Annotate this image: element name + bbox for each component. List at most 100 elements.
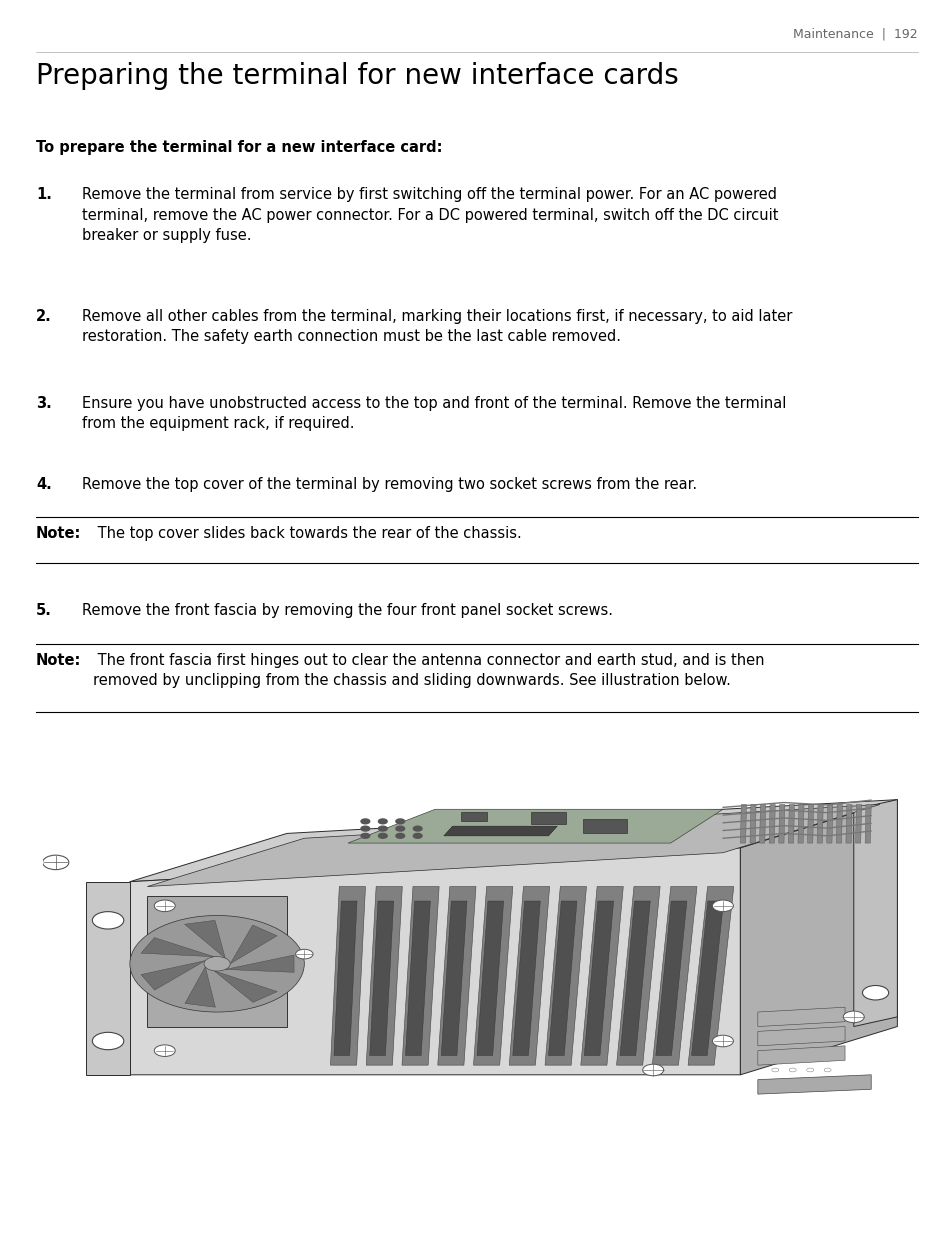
Polygon shape xyxy=(759,804,766,843)
Polygon shape xyxy=(402,886,439,1065)
Text: Remove all other cables from the terminal, marking their locations first, if nec: Remove all other cables from the termina… xyxy=(82,309,792,345)
Circle shape xyxy=(361,819,370,824)
Text: Note:: Note: xyxy=(36,653,82,668)
Polygon shape xyxy=(866,804,871,843)
Polygon shape xyxy=(230,925,277,964)
Polygon shape xyxy=(477,901,503,1056)
Polygon shape xyxy=(846,804,852,843)
Polygon shape xyxy=(549,901,577,1056)
Circle shape xyxy=(155,1045,175,1056)
Polygon shape xyxy=(688,886,734,1065)
Polygon shape xyxy=(757,1075,871,1095)
Polygon shape xyxy=(691,901,723,1056)
Text: The top cover slides back towards the rear of the chassis.: The top cover slides back towards the re… xyxy=(93,526,521,541)
Circle shape xyxy=(807,1069,813,1072)
Circle shape xyxy=(824,1069,831,1072)
Text: The front fascia first hinges out to clear the antenna connector and earth stud,: The front fascia first hinges out to cle… xyxy=(93,653,764,689)
Text: Ensure you have unobstructed access to the top and front of the terminal. Remove: Ensure you have unobstructed access to t… xyxy=(82,396,786,432)
Circle shape xyxy=(361,834,370,838)
Polygon shape xyxy=(509,886,550,1065)
Text: To prepare the terminal for a new interface card:: To prepare the terminal for a new interf… xyxy=(36,140,443,155)
Polygon shape xyxy=(441,901,467,1056)
Circle shape xyxy=(413,827,422,831)
Polygon shape xyxy=(652,886,697,1065)
Circle shape xyxy=(43,855,69,870)
Polygon shape xyxy=(620,901,650,1056)
Circle shape xyxy=(378,834,387,838)
Polygon shape xyxy=(147,896,287,1026)
Polygon shape xyxy=(141,938,214,957)
Text: Preparing the terminal for new interface cards: Preparing the terminal for new interface… xyxy=(36,62,679,91)
Polygon shape xyxy=(334,901,357,1056)
Polygon shape xyxy=(226,956,294,972)
Polygon shape xyxy=(778,804,785,843)
Text: Remove the top cover of the terminal by removing two socket screws from the rear: Remove the top cover of the terminal by … xyxy=(82,477,697,491)
Polygon shape xyxy=(836,804,843,843)
Polygon shape xyxy=(769,804,775,843)
Polygon shape xyxy=(656,901,687,1056)
Text: Note:: Note: xyxy=(36,526,82,541)
Circle shape xyxy=(396,827,405,831)
Polygon shape xyxy=(854,799,898,1026)
Polygon shape xyxy=(473,886,513,1065)
Polygon shape xyxy=(185,967,215,1008)
Polygon shape xyxy=(789,804,794,843)
Polygon shape xyxy=(147,804,880,886)
Polygon shape xyxy=(827,804,833,843)
Polygon shape xyxy=(750,804,757,843)
Polygon shape xyxy=(438,886,476,1065)
Polygon shape xyxy=(757,1046,845,1065)
Polygon shape xyxy=(740,804,746,843)
Circle shape xyxy=(361,827,370,831)
Polygon shape xyxy=(757,1008,845,1026)
Circle shape xyxy=(378,819,387,824)
Polygon shape xyxy=(855,804,862,843)
Polygon shape xyxy=(406,901,430,1056)
Polygon shape xyxy=(545,886,587,1065)
Circle shape xyxy=(844,1011,865,1023)
Polygon shape xyxy=(366,886,402,1065)
Polygon shape xyxy=(808,804,813,843)
Polygon shape xyxy=(331,886,366,1065)
Circle shape xyxy=(790,1069,796,1072)
Circle shape xyxy=(396,834,405,838)
Circle shape xyxy=(863,985,888,1000)
Circle shape xyxy=(204,957,230,970)
Polygon shape xyxy=(462,812,487,822)
Polygon shape xyxy=(584,901,613,1056)
Circle shape xyxy=(92,912,124,930)
Circle shape xyxy=(378,827,387,831)
Circle shape xyxy=(130,916,304,1013)
Text: 1.: 1. xyxy=(36,187,52,202)
Circle shape xyxy=(713,1035,734,1047)
Polygon shape xyxy=(798,804,804,843)
Polygon shape xyxy=(616,886,660,1065)
Polygon shape xyxy=(185,921,226,958)
Text: 5.: 5. xyxy=(36,603,52,618)
Polygon shape xyxy=(444,827,557,836)
Text: 2.: 2. xyxy=(36,309,52,324)
Circle shape xyxy=(155,900,175,912)
Polygon shape xyxy=(740,799,898,1075)
Text: Remove the terminal from service by first switching off the terminal power. For : Remove the terminal from service by firs… xyxy=(82,187,778,243)
Text: 3.: 3. xyxy=(36,396,52,411)
Polygon shape xyxy=(130,848,740,1075)
Circle shape xyxy=(643,1065,664,1076)
Circle shape xyxy=(772,1069,778,1072)
Polygon shape xyxy=(757,1026,845,1046)
Circle shape xyxy=(413,834,422,838)
Polygon shape xyxy=(141,961,206,990)
Text: Remove the front fascia by removing the four front panel socket screws.: Remove the front fascia by removing the … xyxy=(82,603,612,618)
Polygon shape xyxy=(348,809,723,843)
Polygon shape xyxy=(817,804,823,843)
Polygon shape xyxy=(531,812,566,824)
Polygon shape xyxy=(583,819,627,834)
Polygon shape xyxy=(581,886,623,1065)
Polygon shape xyxy=(513,901,540,1056)
Circle shape xyxy=(296,949,313,959)
Polygon shape xyxy=(370,901,393,1056)
Text: 4.: 4. xyxy=(36,477,52,491)
Text: Maintenance  |  192: Maintenance | 192 xyxy=(793,27,918,40)
Polygon shape xyxy=(86,881,130,1075)
Polygon shape xyxy=(214,970,278,1003)
